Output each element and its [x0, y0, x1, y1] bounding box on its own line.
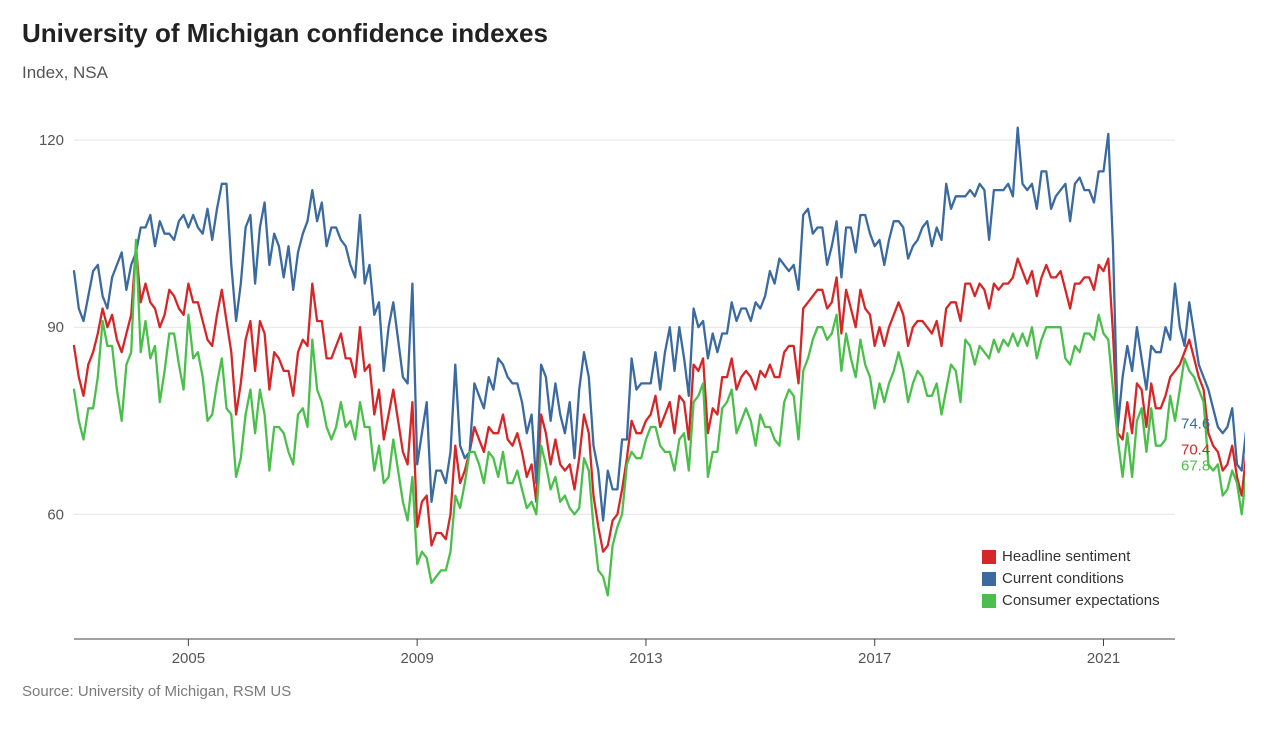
end-label: 70.4: [1181, 441, 1210, 458]
legend-label: Consumer expectations: [1002, 592, 1160, 609]
legend-label: Headline sentiment: [1002, 548, 1131, 565]
x-axis-label: 2005: [172, 650, 205, 667]
y-axis-label: 90: [47, 319, 64, 336]
x-axis-label: 2017: [858, 650, 891, 667]
x-axis-label: 2021: [1087, 650, 1120, 667]
legend-label: Current conditions: [1002, 570, 1124, 587]
legend-swatch-icon: [982, 572, 996, 586]
x-axis-label: 2013: [629, 650, 662, 667]
y-axis-label: 60: [47, 506, 64, 523]
x-axis-label: 2009: [400, 650, 433, 667]
end-label: 74.6: [1181, 415, 1210, 432]
chart-subtitle: Index, NSA: [22, 63, 1245, 83]
chart-title: University of Michigan confidence indexe…: [22, 18, 1245, 49]
end-label: 67.8: [1181, 458, 1210, 475]
chart-plot: 60 90 120 2005 2009 2013 2017 2021 74.6 70.467.8 H…: [22, 89, 1245, 679]
y-axis-label: 120: [39, 132, 64, 149]
legend-swatch-icon: [982, 550, 996, 564]
legend-swatch-icon: [982, 594, 996, 608]
chart-source: Source: University of Michigan, RSM US: [22, 683, 1245, 700]
